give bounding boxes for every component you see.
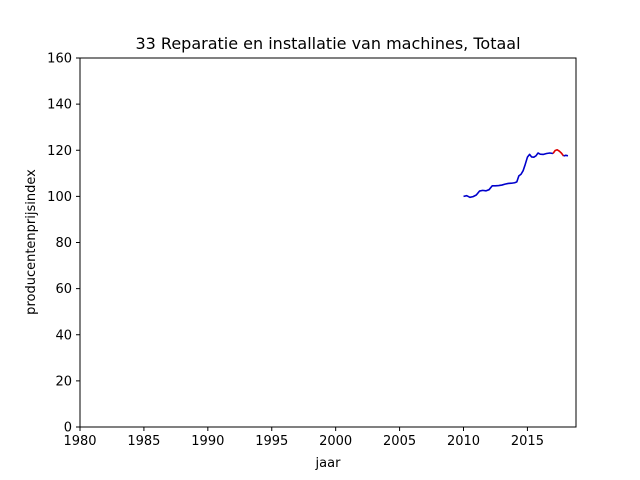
series-line-1 — [463, 152, 554, 199]
x-axis: 1980 1985 1990 1995 2000 2005 2010 2015 — [63, 427, 544, 449]
plot-area — [463, 148, 569, 199]
x-tick-label: 1995 — [255, 434, 288, 449]
x-tick-label: 1980 — [63, 434, 96, 449]
x-tick-label: 2015 — [511, 434, 544, 449]
x-tick-label: 1985 — [127, 434, 160, 449]
chart-title: 33 Reparatie en installatie van machines… — [135, 34, 520, 53]
y-tick-label: 20 — [55, 374, 72, 389]
x-axis-label: jaar — [315, 456, 342, 471]
y-tick-label: 140 — [47, 98, 72, 113]
series-line-2 — [552, 148, 565, 157]
y-tick-label: 0 — [64, 421, 72, 436]
y-axis: 0 20 40 60 80 100 120 140 160 — [47, 52, 80, 436]
y-axis-label: producentenprijsindex — [24, 169, 39, 315]
y-tick-label: 100 — [47, 190, 72, 205]
x-tick-label: 2010 — [447, 434, 480, 449]
plot-frame — [79, 57, 577, 428]
y-tick-label: 120 — [47, 144, 72, 159]
x-tick-label: 2005 — [383, 434, 416, 449]
series-line-3 — [563, 154, 569, 157]
x-tick-label: 1990 — [191, 434, 224, 449]
y-tick-label: 40 — [55, 328, 72, 343]
y-tick-label: 60 — [55, 282, 72, 297]
y-tick-label: 80 — [55, 236, 72, 251]
y-tick-label: 160 — [47, 52, 72, 67]
x-tick-label: 2000 — [319, 434, 352, 449]
